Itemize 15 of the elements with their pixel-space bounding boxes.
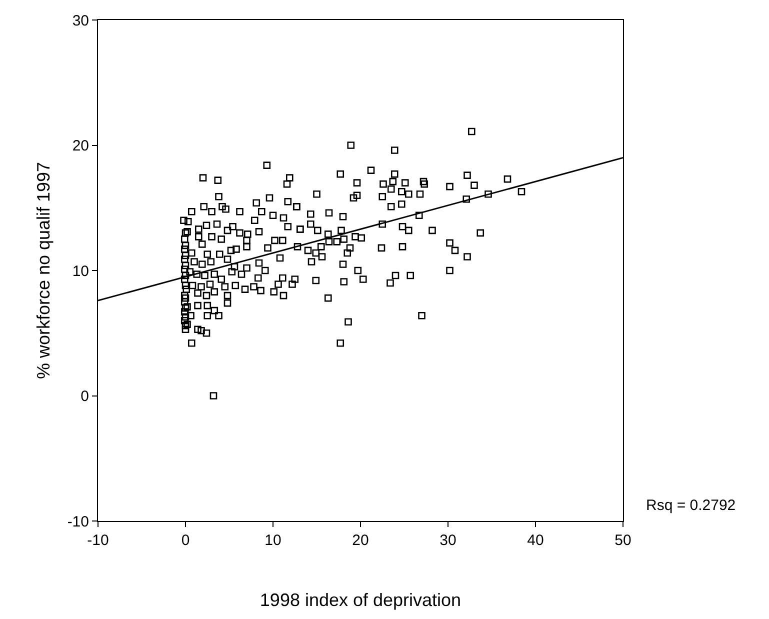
x-tick-label: 50 [614,532,632,549]
x-tick-label: 0 [181,532,190,549]
x-tick-label: -10 [87,532,109,549]
y-tick-label: 20 [72,138,89,154]
x-tick-label: 20 [352,532,369,549]
y-tick-label: 0 [80,388,89,405]
y-tick-label: -10 [67,513,89,530]
y-tick-label: 10 [72,262,89,280]
x-tick-label: 40 [527,532,544,549]
x-tick-label: 10 [264,532,282,549]
y-axis-title: % workforce no qualif 1997 [34,162,54,380]
x-tick-label: 30 [440,532,456,549]
text: Rsq = 0.2792 [646,497,736,514]
x-axis-title: 1998 index of deprivation [260,590,462,610]
y-tick-label: 30 [72,12,89,30]
